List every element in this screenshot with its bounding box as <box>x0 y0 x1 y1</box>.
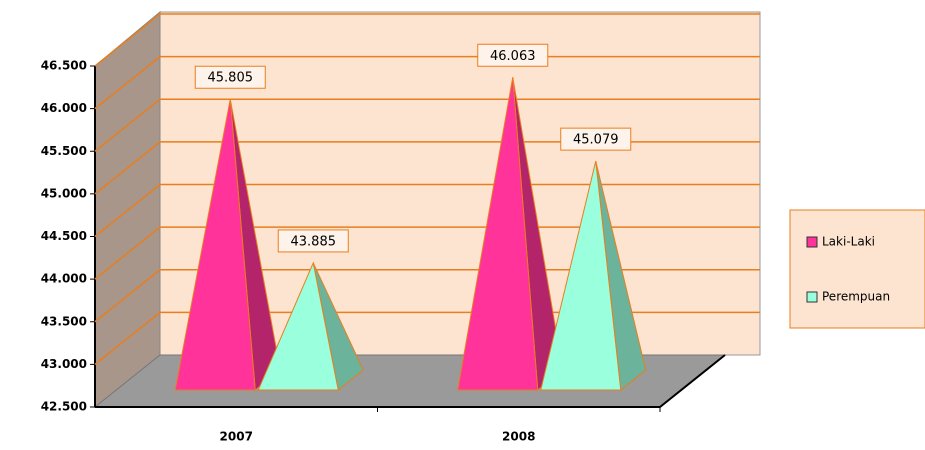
pyramid-front <box>174 99 256 391</box>
pyramid <box>174 99 281 391</box>
data-label-box <box>194 65 266 89</box>
legend-box <box>789 209 925 329</box>
pyramid <box>257 261 364 391</box>
data-label-box <box>477 43 549 67</box>
y-tick-label: 46.000 <box>41 101 87 115</box>
y-tick-label: 43.500 <box>41 314 87 328</box>
data-label: 45.805 <box>208 71 254 86</box>
data-label-box <box>560 127 632 151</box>
floor-edge <box>659 354 726 408</box>
y-tick-label: 44.000 <box>41 272 87 286</box>
grid-line <box>94 98 760 152</box>
x-tick-label: 2007 <box>220 430 253 444</box>
y-tick-label: 43.000 <box>41 357 87 371</box>
legend-label: Laki-Laki <box>822 235 875 249</box>
legend-swatch <box>806 236 818 248</box>
pyramid <box>540 161 647 391</box>
data-label: 45.079 <box>573 133 619 148</box>
y-tick-label: 45.500 <box>41 144 87 158</box>
data-label-box <box>277 229 349 253</box>
grid-line <box>94 13 760 67</box>
data-label: 43.885 <box>291 234 337 249</box>
pyramid-front <box>457 77 539 391</box>
side-wall <box>94 10 161 409</box>
y-tick-label: 44.500 <box>41 229 87 243</box>
legend-swatch <box>806 291 818 303</box>
grid-line <box>94 226 760 280</box>
data-label: 46.063 <box>490 49 536 64</box>
pyramid-front <box>257 261 339 391</box>
pyramid <box>457 77 564 391</box>
legend-label: Perempuan <box>822 290 890 304</box>
grid-line <box>94 141 760 195</box>
grid-line <box>94 183 760 238</box>
grid-line <box>94 269 760 323</box>
y-tick-label: 42.500 <box>41 400 87 414</box>
y-tick-label: 46.500 <box>41 59 87 73</box>
x-tick-label: 2008 <box>502 430 535 444</box>
y-tick-label: 45.000 <box>41 186 87 200</box>
pyramid-front <box>540 161 622 391</box>
grid-line <box>94 55 760 110</box>
